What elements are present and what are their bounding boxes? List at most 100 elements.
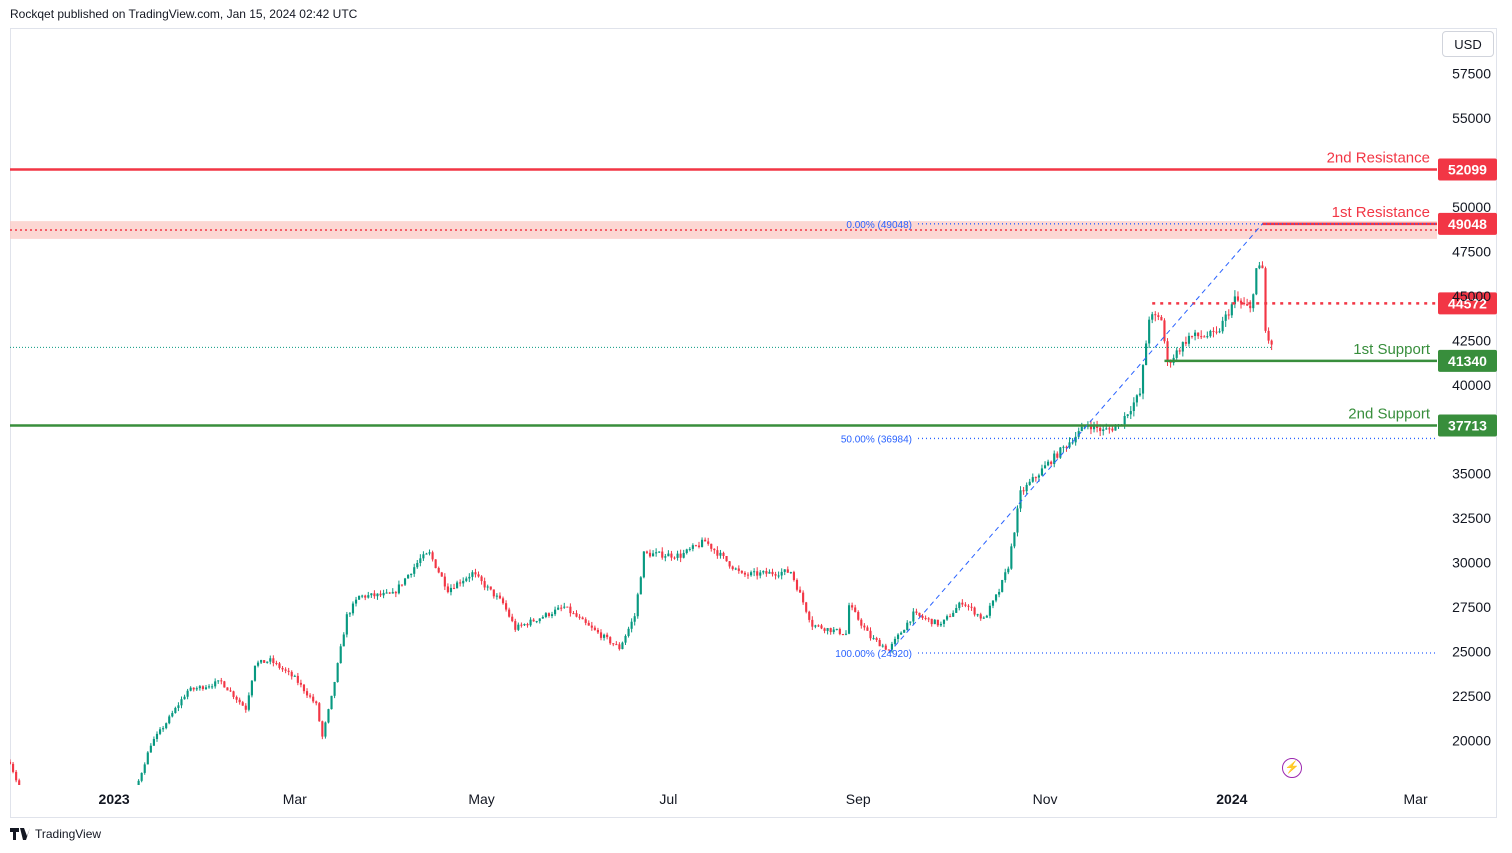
- candle: [229, 687, 232, 692]
- candle: [456, 580, 459, 589]
- candle: [936, 619, 939, 628]
- candle: [606, 632, 609, 640]
- candle: [1206, 331, 1209, 339]
- candle: [863, 623, 866, 631]
- candle: [667, 550, 670, 557]
- candle: [982, 616, 985, 619]
- candle: [857, 610, 860, 621]
- candle: [906, 620, 909, 631]
- candle: [24, 786, 26, 789]
- candle: [419, 554, 422, 567]
- candle: [994, 594, 998, 603]
- candle: [64, 794, 66, 796]
- candle: [431, 550, 434, 562]
- candle: [49, 790, 51, 794]
- candle: [1200, 330, 1203, 340]
- candle: [584, 617, 587, 626]
- currency-selector[interactable]: USD: [1442, 31, 1494, 57]
- candle: [1053, 450, 1056, 468]
- candle: [1080, 422, 1083, 432]
- candle: [1181, 341, 1184, 357]
- candle: [18, 778, 21, 785]
- candle: [547, 612, 551, 618]
- candle: [661, 547, 664, 560]
- candle: [658, 551, 661, 554]
- candle: [590, 621, 593, 631]
- candle: [970, 603, 973, 611]
- candle: [603, 633, 606, 641]
- candle: [979, 612, 982, 621]
- candle: [495, 593, 498, 600]
- candle: [945, 614, 949, 621]
- candle: [281, 665, 284, 672]
- candle: [633, 613, 636, 626]
- candle: [489, 586, 492, 591]
- candle: [1184, 336, 1187, 347]
- candle: [293, 674, 296, 677]
- candle: [370, 593, 373, 598]
- candle: [939, 621, 942, 627]
- candle: [85, 793, 87, 798]
- candle: [743, 571, 747, 578]
- candle: [642, 551, 645, 579]
- candle: [973, 606, 976, 617]
- candle: [1233, 290, 1236, 309]
- candle: [538, 618, 541, 624]
- candle: [961, 599, 964, 608]
- level-name-49048: 1st Resistance: [1332, 204, 1430, 221]
- candle: [737, 565, 740, 574]
- candle: [1227, 309, 1230, 320]
- x-tick-label: Sep: [846, 791, 871, 807]
- candle: [670, 550, 673, 561]
- y-tick-label: 25000: [1452, 644, 1491, 660]
- svg-text:49048: 49048: [1448, 216, 1487, 232]
- fib-level-label: 50.00% (36984): [841, 434, 912, 445]
- candle: [324, 721, 327, 739]
- candle: [385, 589, 388, 594]
- y-tick-label: 42500: [1452, 332, 1491, 348]
- fib-level-label: 0.00% (49048): [846, 220, 912, 231]
- candle: [1270, 339, 1273, 351]
- footer-brand[interactable]: TradingView: [10, 827, 101, 841]
- candle: [263, 660, 266, 663]
- candle: [165, 722, 168, 730]
- y-tick-label: 22500: [1452, 688, 1491, 704]
- candle: [459, 579, 462, 587]
- candle: [924, 615, 927, 621]
- candle: [1007, 566, 1010, 575]
- candle: [795, 578, 799, 592]
- candle: [269, 655, 272, 665]
- lightning-icon[interactable]: ⚡: [1282, 758, 1302, 778]
- candle: [887, 649, 890, 651]
- candle: [526, 622, 529, 628]
- candle: [73, 793, 75, 797]
- candle: [783, 569, 786, 576]
- candle: [1230, 302, 1233, 318]
- candle: [477, 571, 480, 578]
- candle: [1022, 486, 1025, 495]
- candle: [1068, 437, 1071, 449]
- candle: [599, 629, 603, 641]
- candle: [162, 725, 165, 732]
- candle: [1224, 310, 1227, 327]
- svg-text:41340: 41340: [1448, 353, 1487, 369]
- candle: [327, 708, 330, 724]
- candle: [627, 626, 630, 638]
- candle: [241, 700, 244, 706]
- candle: [1059, 446, 1062, 459]
- candle: [1261, 261, 1264, 269]
- candle: [195, 686, 198, 692]
- candle: [30, 789, 32, 791]
- candle: [413, 563, 416, 577]
- candle: [410, 573, 413, 578]
- candle: [890, 641, 893, 653]
- candle: [762, 570, 765, 575]
- candle: [180, 696, 183, 709]
- candle: [520, 622, 523, 628]
- candle: [198, 685, 201, 691]
- candle: [462, 577, 465, 587]
- candle: [382, 589, 385, 599]
- candle: [149, 743, 152, 753]
- candle: [645, 550, 649, 554]
